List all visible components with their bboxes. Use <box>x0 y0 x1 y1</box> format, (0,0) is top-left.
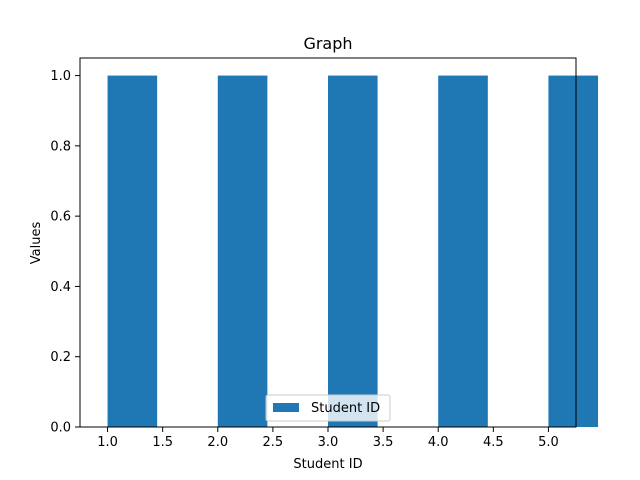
x-tick-label: 2.0 <box>207 435 228 450</box>
legend-frame <box>265 394 391 422</box>
x-tick-label: 4.5 <box>483 435 504 450</box>
legend: Student ID <box>265 394 391 422</box>
x-tick-label: 1.5 <box>152 435 173 450</box>
y-tick-label: 0.2 <box>50 350 71 365</box>
x-tick-label: 3.5 <box>373 435 394 450</box>
legend-label: Student ID <box>311 401 380 416</box>
y-axis: 0.0 0.2 0.4 0.6 0.8 1.0 <box>50 69 80 436</box>
x-axis: 1.0 1.5 2.0 2.5 3.0 3.5 4.0 4.5 5.0 <box>97 427 559 450</box>
bar-2 <box>217 75 268 427</box>
plot-frame <box>79 57 577 428</box>
y-tick-label: 0.6 <box>50 210 71 225</box>
bar-3 <box>328 75 378 427</box>
x-tick-label: 5.0 <box>538 435 559 450</box>
chart-title: Graph <box>303 34 352 53</box>
x-tick-label: 2.5 <box>263 435 284 450</box>
bar-series <box>107 75 599 427</box>
x-tick-label: 1.0 <box>97 435 118 450</box>
y-tick-label: 0.4 <box>50 280 71 295</box>
y-axis-label: Values <box>29 222 44 265</box>
bar-4 <box>438 75 488 427</box>
legend-swatch <box>273 403 299 412</box>
bar-1 <box>107 75 158 427</box>
x-tick-label: 4.0 <box>428 435 449 450</box>
y-tick-label: 1.0 <box>50 69 71 84</box>
x-axis-label: Student ID <box>293 457 362 472</box>
x-tick-label: 3.0 <box>318 435 339 450</box>
y-tick-label: 0.0 <box>50 421 71 436</box>
bar-5 <box>548 75 599 427</box>
y-tick-label: 0.8 <box>50 139 71 154</box>
